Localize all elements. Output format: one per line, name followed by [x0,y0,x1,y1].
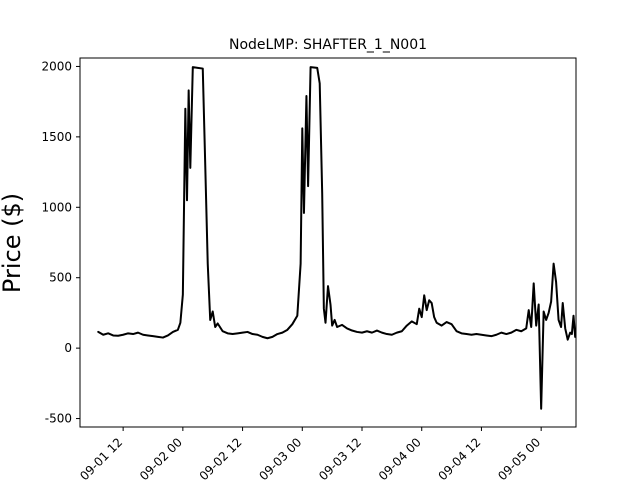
y-tick-label: 2000 [41,59,72,73]
price-series-line [97,66,577,410]
y-tick-label: -500 [45,412,72,426]
y-axis-ticks: -500 0 500 1000 1500 2000 [41,59,80,426]
plot-frame [79,57,577,428]
chart-title: NodeLMP: SHAFTER_1_N001 [229,37,427,53]
y-axis-label: Price ($) [0,193,26,293]
y-tick-label: 500 [49,271,72,285]
y-tick-label: 0 [64,341,72,355]
y-tick-label: 1000 [41,200,72,214]
y-tick-label: 1500 [41,130,72,144]
